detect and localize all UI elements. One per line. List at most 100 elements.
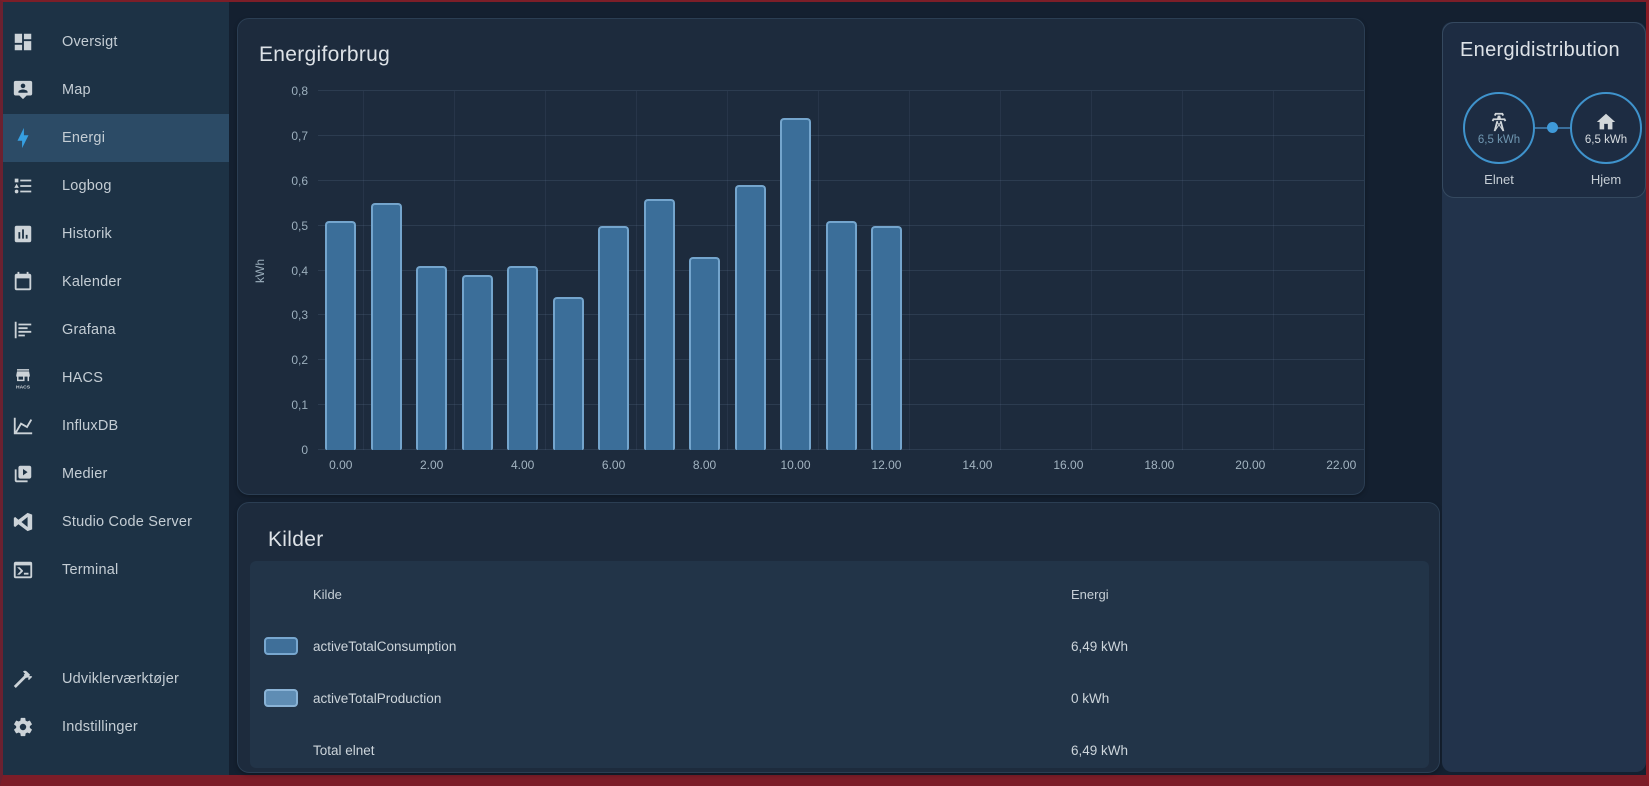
sidebar-item-terminal[interactable]: Terminal: [3, 546, 229, 594]
source-name: Total elnet: [313, 743, 375, 758]
energy-flow-dot: [1547, 122, 1558, 133]
v-gridline: [727, 91, 729, 450]
node-energy-value: 6,5 kWh: [1477, 133, 1521, 146]
node-label: Hjem: [1590, 172, 1622, 187]
v-gridline: [636, 91, 638, 450]
distribution-card-title: Energidistribution: [1460, 39, 1620, 61]
sidebar-item-label: HACS: [62, 370, 104, 386]
distribution-node-elnet: 6,5 kWh: [1463, 92, 1535, 164]
bar-12.00[interactable]: [870, 225, 902, 450]
bar-2.00[interactable]: [416, 266, 448, 450]
influxdb-chart-icon: [11, 414, 35, 438]
bar-0.00[interactable]: [325, 221, 357, 450]
x-tick-label: 0.00: [329, 458, 353, 472]
grafana-icon: [11, 318, 35, 342]
logbook-list-icon: [11, 174, 35, 198]
sidebar-item-historik[interactable]: Historik: [3, 210, 229, 258]
sidebar-item-map[interactable]: Map: [3, 66, 229, 114]
sidebar-item-indstillinger[interactable]: Indstillinger: [3, 703, 229, 751]
sidebar-item-studio-code-server[interactable]: Studio Code Server: [3, 498, 229, 546]
sidebar-item-label: InfluxDB: [62, 418, 119, 434]
bar-3.00[interactable]: [461, 275, 493, 450]
x-tick-label: 16.00: [1053, 458, 1084, 472]
sidebar-bottom-nav: Udviklerværktøjer Indstillinger: [3, 655, 229, 751]
sidebar-item-kalender[interactable]: Kalender: [3, 258, 229, 306]
sidebar-item-influxdb[interactable]: InfluxDB: [3, 402, 229, 450]
source-energy-value: 6,49 kWh: [1071, 743, 1129, 758]
v-gridline: [454, 91, 456, 450]
x-tick-label: 14.00: [962, 458, 993, 472]
map-person-icon: [11, 78, 35, 102]
bar-6.00[interactable]: [598, 225, 630, 450]
history-chart-icon: [11, 222, 35, 246]
y-tick-label: 0,1: [291, 398, 308, 413]
source-energy-value: 6,49 kWh: [1071, 639, 1129, 654]
x-tick-label: 4.00: [510, 458, 535, 472]
energy-consumption-card: Energiforbrug kWh 0 0,1 0,2 0,3 0,4 0,5 0,6 0,7…: [237, 18, 1365, 495]
bar-5.00[interactable]: [552, 297, 584, 450]
y-tick-label: 0: [301, 443, 308, 457]
v-gridline: [1000, 91, 1002, 450]
sidebar-item-label: Udviklerværktøjer: [62, 671, 179, 687]
hammer-icon: [11, 667, 35, 691]
sidebar-item-udviklervaerktoejer[interactable]: Udviklerværktøjer: [3, 655, 229, 703]
bar-7.00[interactable]: [643, 198, 675, 450]
distribution-node-hjem: 6,5 kWh: [1570, 92, 1642, 164]
sidebar-item-medier[interactable]: Medier: [3, 450, 229, 498]
svg-text:HACS: HACS: [16, 385, 31, 389]
bar-8.00[interactable]: [689, 257, 721, 450]
h-gridline: [318, 90, 1364, 91]
sidebar-item-label: Terminal: [62, 562, 119, 578]
sidebar-item-energi[interactable]: Energi: [3, 114, 229, 162]
source-row-activetotalproduction[interactable]: activeTotalProduction 0 kWh: [250, 681, 1429, 715]
terminal-icon: [11, 558, 35, 582]
bar-1.00[interactable]: [370, 203, 402, 450]
lightning-bolt-icon: [11, 126, 35, 150]
h-gridline: [318, 134, 1364, 136]
source-energy-value: 0 kWh: [1071, 691, 1110, 706]
source-row-total-elnet[interactable]: Total elnet 6,49 kWh: [250, 733, 1429, 767]
h-gridline: [318, 179, 1364, 181]
consumption-card-title: Energiforbrug: [259, 43, 391, 66]
sidebar-item-label: Medier: [62, 466, 108, 482]
bar-4.00[interactable]: [507, 266, 539, 450]
sidebar-item-label: Map: [62, 82, 91, 98]
sources-table: Kilde Energi activeTotalConsumption 6,49 …: [250, 561, 1429, 768]
y-tick-label: 0,5: [291, 218, 308, 233]
v-gridline: [1273, 91, 1275, 450]
series-color-swatch[interactable]: [264, 637, 298, 655]
node-label: Elnet: [1484, 172, 1514, 187]
source-row-activetotalconsumption[interactable]: activeTotalConsumption 6,49 kWh: [250, 629, 1429, 663]
sidebar-item-label: Kalender: [62, 274, 122, 290]
sidebar-item-label: Energi: [62, 130, 106, 146]
v-gridline: [545, 91, 547, 450]
series-color-swatch[interactable]: [264, 689, 298, 707]
bar-11.00[interactable]: [825, 221, 857, 450]
x-tick-label: 10.00: [780, 458, 811, 472]
bar-10.00[interactable]: [780, 117, 812, 450]
x-tick-label: 8.00: [692, 458, 717, 472]
source-name: activeTotalProduction: [313, 691, 442, 706]
sidebar-item-oversigt[interactable]: Oversigt: [3, 18, 229, 66]
sources-column-kilde: Kilde: [313, 587, 342, 602]
v-gridline: [1091, 91, 1093, 450]
sidebar-item-grafana[interactable]: Grafana: [3, 306, 229, 354]
sidebar-item-hacs[interactable]: HACS HACS: [3, 354, 229, 402]
x-tick-label: 22.00: [1326, 458, 1357, 472]
vscode-icon: [11, 510, 35, 534]
y-tick-label: 0,7: [291, 128, 308, 143]
v-gridline: [909, 91, 911, 450]
sidebar-nav: Oversigt Map Energi Logbog Historik Kalender G…: [3, 18, 229, 594]
x-tick-label: 18.00: [1144, 458, 1175, 472]
sources-card-title: Kilder: [268, 528, 324, 551]
sources-card: Kilder Kilde Energi activeTotalConsumpti…: [237, 502, 1440, 773]
x-tick-label: 2.00: [420, 458, 444, 472]
sidebar: Oversigt Map Energi Logbog Historik Kalender G…: [3, 2, 229, 775]
sidebar-item-logbog[interactable]: Logbog: [3, 162, 229, 210]
home-icon: [1595, 111, 1617, 133]
sidebar-item-label: Oversigt: [62, 34, 118, 50]
bar-9.00[interactable]: [734, 185, 766, 450]
y-tick-label: 0,6: [291, 173, 308, 188]
hacs-store-icon: HACS: [11, 366, 35, 390]
